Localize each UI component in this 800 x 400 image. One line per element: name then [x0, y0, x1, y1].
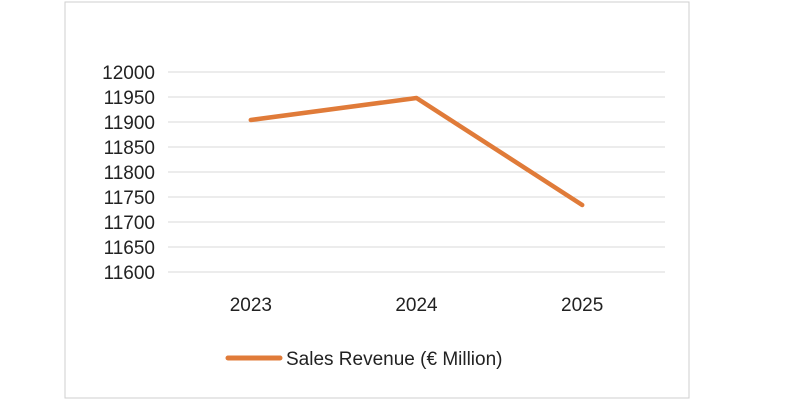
- series-group: [248, 95, 585, 208]
- chart-frame: [64, 1, 690, 399]
- y-tick-label: 11800: [104, 163, 155, 184]
- y-tick-label: 11700: [104, 213, 155, 234]
- y-tick-label: 11750: [104, 188, 155, 209]
- y-tick-label: 11900: [104, 113, 155, 134]
- y-axis-ticks: 11600 11650 11700 11750 11800 11850 11900 11950…: [102, 63, 155, 284]
- x-tick-label: 2025: [561, 295, 603, 316]
- y-tick-label: 11600: [104, 263, 155, 284]
- y-tick-label: 11850: [104, 138, 155, 159]
- x-tick-label: 2023: [230, 295, 272, 316]
- legend-label: Sales Revenue (€ Million): [286, 349, 503, 370]
- legend: Sales Revenue (€ Million): [225, 349, 503, 370]
- y-tick-label: 12000: [102, 63, 155, 84]
- x-axis-ticks: 2023 2024 2025: [230, 295, 604, 316]
- y-tick-label: 11650: [104, 238, 155, 259]
- y-tick-label: 11950: [104, 88, 155, 109]
- x-tick-label: 2024: [395, 295, 438, 316]
